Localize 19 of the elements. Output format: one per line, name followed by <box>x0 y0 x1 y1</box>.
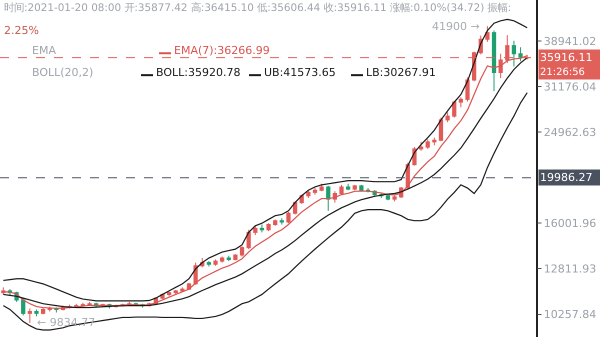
legend-label: LB:30267.91 <box>366 66 436 79</box>
annotation: BOLL(20,2) <box>32 66 94 79</box>
y-tick-label: 24962.63 <box>544 126 596 140</box>
annotation: 41900 → <box>432 20 480 33</box>
y-tick-label: 12811.93 <box>544 262 596 276</box>
annotation: 2.25% <box>4 24 39 37</box>
ref-line-label: 35916.11 <box>540 51 592 64</box>
y-tick-label: 31176.04 <box>544 80 596 94</box>
legend-label: BOLL:35920.78 <box>156 66 240 79</box>
y-tick-label: 16001.96 <box>544 217 596 230</box>
legend-label: EMA(7):36266.99 <box>174 44 270 57</box>
ref-line-label: 19986.27 <box>540 171 592 184</box>
text: 21:26:56 <box>540 67 585 78</box>
annotation: ← 9834.77 <box>37 316 96 329</box>
annotation: EMA <box>32 44 56 57</box>
annotation: 时间:2021-01-20 08:00 开:35877.42 高:36415.10 低:35606.44 收:35916.11 涨幅:0.10%(34.72) 振幅: <box>4 2 512 14</box>
y-tick-label: 10257.84 <box>544 308 596 322</box>
legend-label: UB:41573.65 <box>264 66 336 79</box>
y-tick-label: 38941.02 <box>544 34 596 48</box>
